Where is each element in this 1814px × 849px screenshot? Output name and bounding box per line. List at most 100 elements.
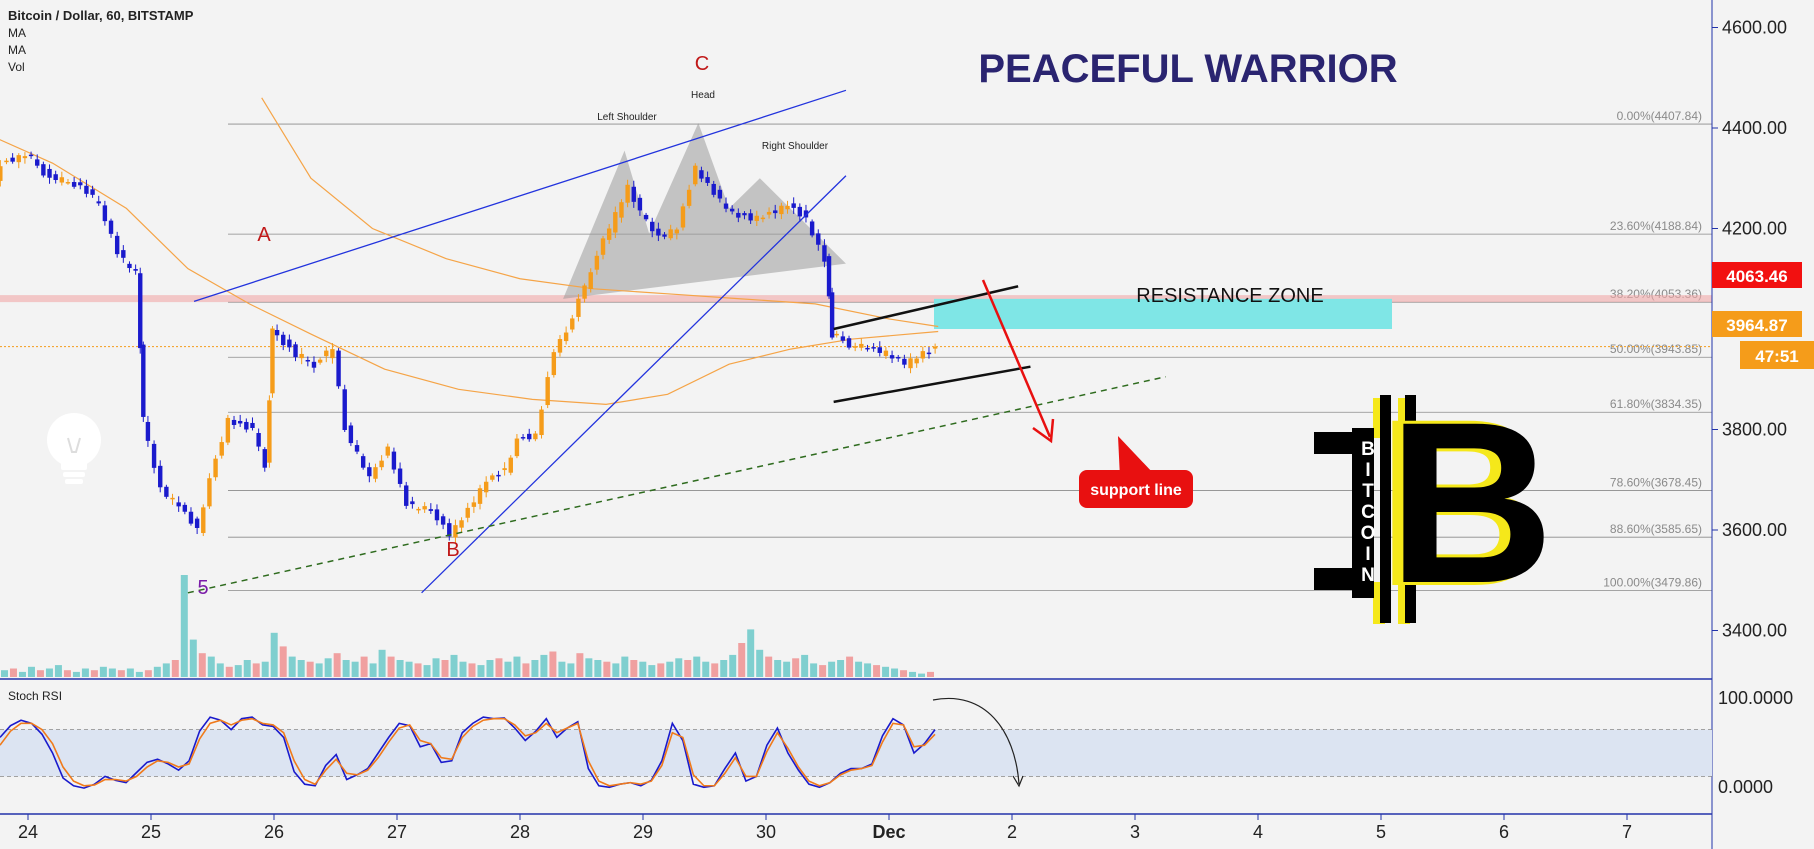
- fibonacci-levels: 0.00%(4407.84)23.60%(4188.84)38.20%(4053…: [228, 109, 1712, 591]
- volume-bar: [711, 663, 719, 677]
- candle-body: [594, 255, 600, 270]
- candle-body: [213, 458, 218, 478]
- candle-body: [299, 353, 304, 359]
- wave-label-c: C: [695, 53, 709, 75]
- resistance-zone-label: RESISTANCE ZONE: [1136, 285, 1323, 307]
- candle-body: [643, 214, 649, 220]
- label-head: Head: [691, 90, 715, 101]
- bitcoin-symbol: B: [1380, 374, 1546, 631]
- candle-body: [188, 511, 194, 524]
- volume-bar: [81, 668, 89, 677]
- candle-body: [527, 433, 532, 440]
- channel-lower: [833, 365, 1031, 404]
- candle-body: [859, 343, 864, 348]
- candle-body: [35, 159, 40, 166]
- volume-bar: [162, 663, 170, 677]
- volume-bar: [225, 666, 233, 677]
- volume-bar: [837, 660, 845, 677]
- candle-body: [416, 508, 421, 511]
- candle-body: [826, 256, 832, 297]
- candle-body: [379, 460, 384, 468]
- time-tick-label: 2: [1007, 822, 1017, 842]
- lightbulb-icon: [47, 413, 101, 484]
- volume-bar: [171, 660, 179, 677]
- volume-bar: [144, 670, 152, 677]
- volume-bar: [189, 639, 197, 677]
- price-tick-label: 4200.00: [1722, 219, 1787, 239]
- volume-bar: [324, 658, 332, 677]
- volume-bar: [423, 665, 431, 677]
- indicator-vol: Vol: [8, 60, 25, 74]
- candle-body: [305, 359, 311, 362]
- resistance-price: 4063.46: [1726, 267, 1787, 286]
- candle-body: [447, 523, 452, 537]
- candle-body: [354, 445, 360, 452]
- resistance-band: [0, 295, 1712, 303]
- time-tick-label: 4: [1253, 822, 1263, 842]
- candle-body: [829, 292, 835, 338]
- volume-bar: [207, 656, 215, 677]
- volume-bar: [666, 661, 674, 677]
- volume-bar: [54, 665, 62, 677]
- volume-bars: [1, 575, 934, 677]
- support-line: [187, 376, 1166, 594]
- moving-averages: [0, 97, 939, 405]
- time-tick-label: 6: [1499, 822, 1509, 842]
- candle-body: [606, 228, 612, 240]
- candle-body: [773, 210, 778, 214]
- volume-bar: [396, 660, 404, 677]
- volume-bar: [153, 666, 161, 677]
- candle-body: [231, 419, 237, 425]
- candle-body: [705, 177, 710, 183]
- candle-body: [459, 520, 464, 528]
- candle-body: [141, 344, 146, 417]
- candle-body: [138, 273, 143, 349]
- price-tick-label: 4400.00: [1722, 118, 1787, 138]
- candle-body: [145, 421, 151, 441]
- candle-body: [108, 220, 114, 234]
- wave-label-5: 5: [197, 577, 208, 599]
- candle-body: [619, 202, 624, 218]
- volume-bar: [450, 654, 458, 677]
- time-tick-label: 30: [756, 822, 776, 842]
- volume-bar: [477, 665, 485, 677]
- time-tick-label: 5: [1376, 822, 1386, 842]
- rsi-tick-0: 0.0000: [1718, 777, 1773, 797]
- candle-body: [65, 182, 71, 184]
- candle-body: [121, 250, 126, 258]
- volume-bar: [468, 663, 476, 677]
- candle-body: [717, 189, 723, 199]
- candle-body: [256, 433, 261, 447]
- volume-bar: [900, 670, 908, 677]
- candle-body: [834, 333, 839, 336]
- volume-bar: [117, 670, 125, 677]
- candle-body: [324, 350, 329, 357]
- volume-bar: [846, 656, 854, 677]
- volume-bar: [513, 656, 521, 677]
- volume-bar: [99, 666, 107, 677]
- rsi-forecast-arrow: [932, 697, 1020, 785]
- candle-body: [434, 509, 440, 521]
- volume-bar: [927, 671, 934, 677]
- candle-body: [846, 338, 852, 348]
- candle-body: [680, 206, 686, 228]
- candle-body: [404, 485, 409, 506]
- candle-body: [877, 347, 882, 353]
- candle-body: [410, 501, 415, 505]
- candle-body: [483, 481, 489, 493]
- time-axis[interactable]: 24 25 26 27 28 29 30 Dec 2 3 4 5 6 7: [18, 814, 1632, 842]
- volume-bar: [855, 661, 863, 677]
- candle-body: [201, 507, 206, 534]
- candle-body: [852, 346, 858, 348]
- time-tick-label: 7: [1622, 822, 1632, 842]
- volume-bar: [261, 661, 269, 677]
- support-line-callout: support line: [1079, 436, 1193, 508]
- candle-body: [557, 339, 563, 353]
- candle-body: [90, 189, 95, 195]
- volume-bar: [378, 649, 386, 677]
- candle-body: [693, 165, 698, 185]
- candle-body: [576, 298, 581, 317]
- candle-body: [840, 336, 846, 341]
- candle-body: [270, 328, 275, 394]
